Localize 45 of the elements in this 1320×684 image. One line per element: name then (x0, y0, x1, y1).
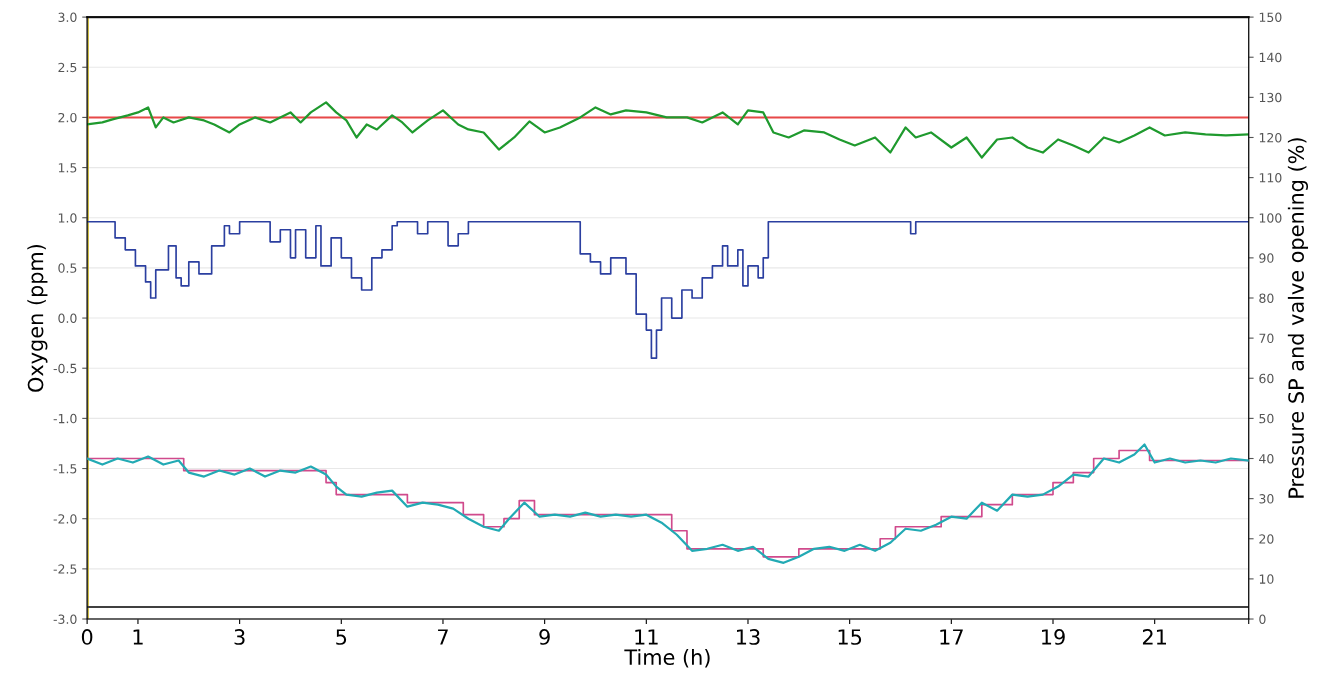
y-tick-label: -2.0 (53, 514, 77, 524)
x-tick-label: 9 (539, 629, 550, 645)
x-tick-label: 7 (438, 629, 448, 645)
y2-tick-label: 120 (1259, 132, 1282, 143)
y-tick-label: -1.5 (53, 464, 77, 474)
y2-tick-label: 20 (1259, 534, 1274, 544)
x-tick-label: 19 (1042, 629, 1065, 645)
y-tick-label: 2.5 (58, 62, 77, 73)
y2-tick-label: 50 (1259, 413, 1274, 424)
y2-tick-label: 80 (1259, 293, 1274, 303)
x-axis-title: Time (h) (624, 648, 710, 668)
x-tick-label: 3 (234, 629, 245, 645)
y-axis-title: Oxygen (ppm) (27, 244, 48, 392)
x-tick-label: 13 (737, 629, 760, 645)
y2-axis-title: Pressure SP and valve opening (%) (1287, 138, 1309, 498)
y-tick-label: 0.5 (58, 263, 77, 273)
y2-tick-label: 150 (1259, 12, 1282, 23)
y-tick-label: 1.5 (58, 163, 77, 173)
y2-tick-label: 30 (1259, 494, 1274, 504)
y2-tick-label: 130 (1259, 92, 1282, 103)
y2-tick-label: 100 (1259, 213, 1282, 223)
line-series (87, 101, 1249, 159)
y2-tick-label: 70 (1259, 333, 1274, 344)
y2-tick-label: 0 (1259, 614, 1266, 624)
x-tick-label: 1 (133, 629, 143, 645)
x-tick-label: 21 (1142, 629, 1166, 645)
y-tick-label: 2.0 (58, 112, 77, 123)
y2-tick-label: 140 (1259, 52, 1282, 63)
x-tick-label: 0 (81, 629, 93, 645)
y2-tick-label: 60 (1259, 373, 1274, 384)
y2-tick-label: 110 (1259, 173, 1282, 183)
x-tick-label: 11 (635, 629, 658, 645)
y2-tick-label: 90 (1259, 253, 1274, 263)
y2-tick-label: 10 (1259, 574, 1274, 584)
y-tick-label: -2.5 (53, 564, 77, 574)
y-tick-label: 3.0 (58, 12, 77, 23)
y-tick-label: -0.5 (53, 363, 77, 374)
x-tick-label: 5 (336, 629, 347, 645)
y-tick-label: 0.0 (58, 313, 77, 323)
x-tick-label: 15 (838, 629, 862, 645)
x-tick-label: 17 (940, 629, 963, 645)
y-tick-label: -3.0 (53, 614, 77, 624)
y2-tick-label: 40 (1259, 453, 1274, 464)
y-tick-label: -1.0 (53, 413, 77, 424)
y-tick-label: 1.0 (58, 213, 77, 223)
